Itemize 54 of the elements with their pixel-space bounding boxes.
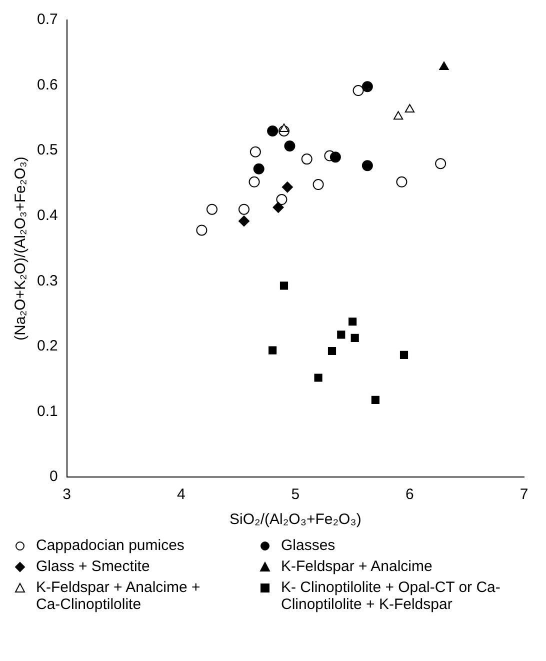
point: [276, 194, 288, 206]
point: [396, 176, 408, 188]
x-tick-label: 5: [291, 486, 300, 504]
legend-label: K- Clinoptilolite + Opal-CT or Ca-Clinoptilolite + K-Feldspar: [281, 579, 502, 613]
y-tick-label: 0.4: [36, 207, 58, 224]
point: [362, 160, 373, 172]
point: [272, 202, 284, 213]
point: [400, 350, 408, 359]
legend-label: Glass + Smectite: [36, 558, 150, 575]
point: [439, 62, 449, 70]
legend-label: Glasses: [281, 537, 336, 554]
point: [267, 125, 278, 136]
point: [250, 146, 261, 158]
x-tick-label: 7: [520, 486, 528, 504]
x-tick-label: 6: [406, 486, 414, 504]
point: [330, 152, 341, 163]
y-tick-label: 0: [50, 468, 58, 486]
y-tick-label: 0.2: [36, 338, 58, 355]
point: [393, 111, 404, 120]
point: [371, 396, 380, 404]
point: [279, 124, 289, 132]
point: [238, 204, 250, 215]
point: [348, 318, 357, 326]
point: [362, 81, 373, 92]
point: [206, 204, 218, 215]
point: [268, 346, 277, 354]
x-axis-title: SiO₂/(Al₂O₃+Fe₂O₃): [230, 511, 362, 528]
point: [435, 158, 446, 170]
point: [282, 182, 293, 193]
y-tick-label: 0.5: [36, 142, 58, 159]
point: [314, 374, 322, 382]
point: [248, 176, 260, 188]
y-axis-title: (Na₂O+K₂O)/(Al₂O₃+Fe₂O₃): [12, 156, 30, 340]
x-tick-label: 3: [62, 486, 72, 504]
y-tick-label: 0.1: [36, 402, 58, 420]
legend-label: K-Feldspar + Analcime + Ca-Clinoptilolite: [36, 579, 202, 613]
x-tick-label: 4: [176, 486, 186, 504]
point: [196, 224, 208, 236]
y-tick-label: 0.7: [36, 11, 58, 28]
point: [350, 334, 359, 342]
y-tick-label: 0.3: [36, 272, 58, 290]
legend-label: K-Feldspar + Analcime: [281, 558, 432, 575]
point: [312, 179, 324, 190]
point: [253, 163, 264, 174]
point: [328, 346, 336, 356]
point: [284, 140, 296, 152]
point: [280, 282, 288, 290]
y-tick-label: 0.6: [36, 76, 58, 94]
point: [404, 104, 415, 112]
point: [352, 85, 364, 96]
point: [238, 216, 250, 227]
point: [337, 330, 346, 339]
point: [301, 154, 312, 165]
legend-label: Cappadocian pumices: [36, 537, 184, 554]
